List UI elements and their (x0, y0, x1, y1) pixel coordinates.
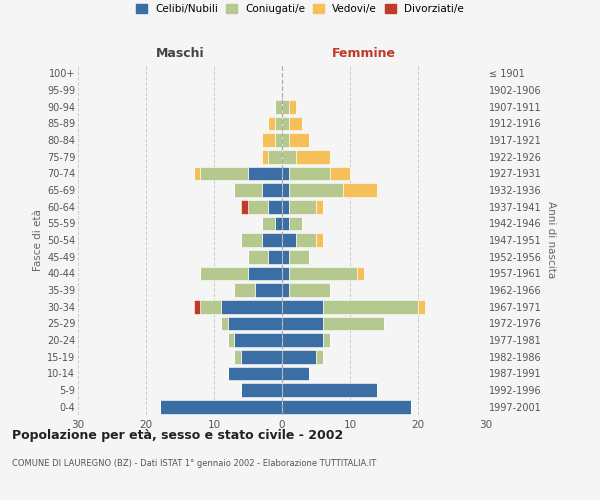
Bar (289, 100, 296, 114)
Bar (296, 150, 329, 164)
Bar (357, 266, 364, 280)
Bar (235, 350, 241, 364)
Bar (282, 316, 323, 330)
Text: Maschi: Maschi (155, 47, 205, 60)
Bar (289, 216, 302, 230)
Bar (323, 300, 418, 314)
Bar (275, 216, 282, 230)
Bar (282, 250, 289, 264)
Bar (282, 333, 323, 347)
Bar (248, 200, 268, 213)
Bar (275, 100, 282, 114)
Bar (235, 333, 282, 347)
Bar (160, 400, 282, 413)
Bar (227, 316, 282, 330)
Bar (235, 283, 255, 297)
Text: Femmine: Femmine (332, 47, 395, 60)
Bar (248, 166, 282, 180)
Bar (241, 350, 282, 364)
Bar (282, 366, 309, 380)
Bar (262, 183, 282, 197)
Bar (316, 200, 323, 213)
Bar (282, 266, 289, 280)
Bar (316, 233, 323, 247)
Bar (221, 316, 227, 330)
Bar (268, 200, 282, 213)
Bar (282, 350, 316, 364)
Y-axis label: Anni di nascita: Anni di nascita (545, 202, 556, 278)
Bar (282, 116, 289, 130)
Bar (418, 300, 425, 314)
Bar (262, 233, 282, 247)
Bar (262, 150, 268, 164)
Y-axis label: Fasce di età: Fasce di età (32, 209, 43, 271)
Bar (282, 300, 323, 314)
Bar (241, 200, 248, 213)
Bar (282, 400, 411, 413)
Bar (262, 216, 275, 230)
Bar (268, 116, 275, 130)
Bar (200, 300, 221, 314)
Bar (262, 133, 275, 147)
Text: Popolazione per età, sesso e stato civile - 2002: Popolazione per età, sesso e stato civil… (12, 430, 343, 442)
Bar (200, 266, 248, 280)
Bar (194, 300, 200, 314)
Bar (282, 283, 289, 297)
Bar (329, 166, 350, 180)
Bar (241, 233, 262, 247)
Bar (282, 233, 296, 247)
Bar (235, 183, 262, 197)
Bar (323, 333, 329, 347)
Bar (289, 250, 309, 264)
Bar (289, 133, 309, 147)
Bar (282, 150, 296, 164)
Bar (268, 150, 282, 164)
Bar (255, 283, 282, 297)
Bar (282, 133, 289, 147)
Bar (289, 116, 302, 130)
Bar (275, 116, 282, 130)
Bar (323, 316, 384, 330)
Bar (194, 166, 200, 180)
Bar (289, 266, 357, 280)
Bar (343, 183, 377, 197)
Bar (282, 183, 289, 197)
Bar (200, 166, 248, 180)
Bar (282, 383, 377, 397)
Bar (275, 133, 282, 147)
Bar (241, 383, 282, 397)
Bar (289, 283, 329, 297)
Bar (289, 200, 316, 213)
Bar (268, 250, 282, 264)
Bar (289, 166, 329, 180)
Bar (282, 216, 289, 230)
Bar (296, 233, 316, 247)
Bar (316, 350, 323, 364)
Legend: Celibi/Nubili, Coniugati/e, Vedovi/e, Divorziati/e: Celibi/Nubili, Coniugati/e, Vedovi/e, Di… (132, 0, 468, 18)
Bar (221, 300, 282, 314)
Bar (282, 166, 289, 180)
Bar (289, 183, 343, 197)
Bar (227, 333, 235, 347)
Bar (248, 266, 282, 280)
Bar (227, 366, 282, 380)
Bar (282, 100, 289, 114)
Bar (248, 250, 268, 264)
Text: COMUNE DI LAUREGNO (BZ) - Dati ISTAT 1° gennaio 2002 - Elaborazione TUTTITALIA.I: COMUNE DI LAUREGNO (BZ) - Dati ISTAT 1° … (12, 458, 376, 468)
Bar (282, 200, 289, 213)
